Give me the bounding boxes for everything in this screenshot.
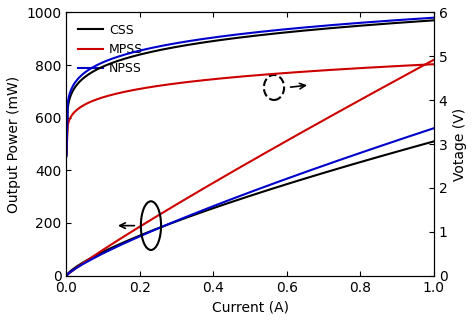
MPSS <box>373 89 379 93</box>
Y-axis label: Output Power (mW): Output Power (mW) <box>7 75 21 213</box>
MPSS <box>431 58 437 62</box>
NPSS <box>373 146 379 150</box>
CSS <box>289 181 294 185</box>
CSS <box>373 156 379 160</box>
CSS <box>431 140 437 143</box>
Legend: CSS, MPSS, NPSS: CSS, MPSS, NPSS <box>73 19 148 80</box>
MPSS <box>397 77 402 81</box>
Line: MPSS: MPSS <box>66 60 434 276</box>
NPSS <box>397 138 402 142</box>
CSS <box>397 149 402 153</box>
MPSS <box>64 274 69 278</box>
MPSS <box>283 140 288 143</box>
MPSS <box>289 136 294 140</box>
CSS <box>283 183 288 187</box>
MPSS <box>281 141 287 144</box>
NPSS <box>431 126 437 130</box>
CSS <box>65 272 71 276</box>
X-axis label: Current (A): Current (A) <box>211 300 289 314</box>
NPSS <box>283 178 288 181</box>
MPSS <box>65 273 71 276</box>
CSS <box>281 183 287 187</box>
NPSS <box>64 274 69 278</box>
NPSS <box>289 175 294 179</box>
Line: NPSS: NPSS <box>66 128 434 276</box>
CSS <box>64 274 69 278</box>
NPSS <box>65 272 71 276</box>
NPSS <box>281 178 287 182</box>
Y-axis label: Votage (V): Votage (V) <box>453 108 467 181</box>
Line: CSS: CSS <box>66 142 434 276</box>
